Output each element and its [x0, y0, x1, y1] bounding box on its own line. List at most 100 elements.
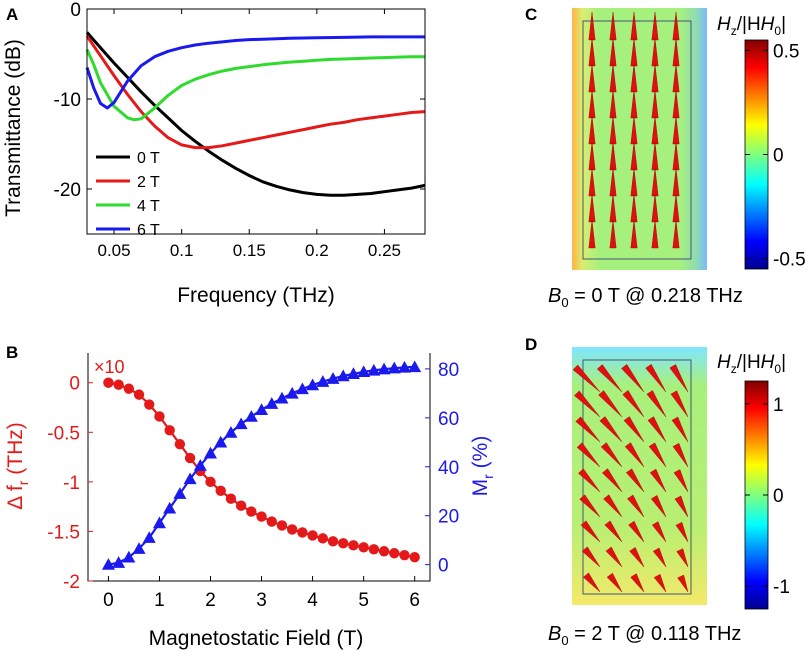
panel-a-ytick-label: 0	[70, 0, 81, 21]
panel-a-legend-label: 4 T	[137, 198, 160, 215]
panel-a-xlabel: Frequency (THz)	[177, 284, 335, 307]
panel-b-dual-axis-chart: 0 1 2 3 4 5 6 -2 -1.5 -1 -0.5 0 0 20 40 60 80 ×10 Magn…	[4, 353, 496, 650]
panel-b-point-circle	[338, 538, 349, 549]
panel-b-point-circle	[215, 485, 226, 496]
panel-a-xtick-label: 0.1	[170, 241, 194, 260]
panel-a-series-line-2	[85, 48, 425, 122]
field-arrow	[669, 364, 689, 393]
field-arrow	[579, 494, 601, 518]
panel-d-colorbar-title: Hz/|HH0|	[717, 352, 786, 376]
field-arrow	[676, 548, 689, 568]
panel-b-point-circle	[144, 399, 155, 410]
panel-b-point-triangle	[357, 365, 371, 378]
panel-d-caption: B0 = 2 T @ 0.118 THz	[548, 623, 741, 648]
field-arrow	[600, 442, 623, 468]
panel-b-point-circle	[286, 524, 298, 535]
field-arrow	[605, 546, 623, 568]
panel-a-xtick-label: 0.2	[305, 241, 329, 260]
panel-a-series-line-0	[85, 31, 426, 197]
field-arrow	[625, 468, 645, 493]
field-arrow	[575, 416, 601, 443]
field-arrow	[603, 494, 623, 518]
panel-a-series-line-1	[85, 35, 426, 150]
panel-b-point-triangle	[183, 472, 197, 485]
panel-b-xlabel: Magnetostatic Field (T)	[149, 627, 364, 650]
panel-label-a: A	[6, 5, 18, 24]
panel-a-ylabel: Transmittance (dB)	[2, 39, 25, 217]
panel-b-point-triangle	[204, 446, 218, 459]
panel-b-ylabel-left: Δ fr (THz)	[4, 422, 31, 510]
panel-b-point-triangle	[377, 362, 391, 375]
field-arrow	[670, 390, 689, 418]
panel-b-point-triangle	[173, 487, 187, 499]
panel-b-point-triangle	[234, 417, 248, 430]
panel-b-point-triangle	[295, 382, 309, 395]
field-arrow	[646, 390, 667, 418]
panel-b-ylabel-right: Mr (%)	[469, 436, 496, 497]
panel-b-point-circle	[368, 544, 380, 555]
field-arrow	[647, 416, 667, 443]
field-arrow	[672, 442, 689, 468]
panel-b-point-triangle	[367, 363, 381, 376]
panel-b-xtick-label: 3	[256, 590, 267, 611]
panel-b-point-circle	[235, 500, 247, 511]
panel-b-point-circle	[327, 536, 339, 547]
panel-b-point-circle	[399, 550, 410, 561]
panel-b-point-circle	[133, 389, 145, 400]
panel-b-point-circle	[174, 439, 186, 450]
panel-b-point-triangle	[214, 435, 228, 448]
field-arrow	[630, 573, 645, 593]
panel-label-c: C	[525, 5, 537, 24]
panel-b-point-triangle	[316, 375, 330, 387]
panel-b-multiplier-note: ×10	[94, 357, 125, 377]
field-arrow	[621, 364, 645, 393]
panel-b-ytick-label-left: 0	[69, 374, 80, 395]
panel-a-axes-box	[86, 8, 426, 235]
panel-d-field-map: 1 0 -1 Hz/|HH0| B0 = 2 T @ 0.118 THz	[548, 347, 790, 648]
field-arrow	[606, 572, 623, 593]
panel-b-point-circle	[276, 520, 288, 531]
panel-b-xtick-label: 1	[154, 590, 165, 611]
field-arrow	[609, 219, 617, 249]
field-arrow	[624, 442, 645, 468]
panel-b-ytick-label-right: 60	[438, 409, 459, 430]
field-arrow	[675, 521, 689, 543]
panel-b-point-triangle	[285, 386, 299, 399]
panel-c-field-map: 0.5 0 -0.5 Hz/|HH0| B0 = 0 T @ 0.218 THz	[548, 8, 806, 310]
colorbar-tick-label: 0	[773, 146, 784, 167]
panel-b-point-circle	[256, 511, 267, 522]
panel-a-xtick-label: 0.15	[233, 241, 266, 260]
colorbar-tick-label: -1	[773, 577, 790, 598]
field-arrow	[629, 547, 645, 568]
field-arrow	[574, 390, 601, 418]
panel-a-ytick-label: -20	[54, 180, 81, 201]
colorbar-tick-label: -0.5	[773, 250, 806, 271]
panel-b-point-triangle	[387, 361, 401, 374]
panel-b-point-circle	[389, 548, 400, 559]
field-arrow	[653, 573, 667, 593]
panel-b-ytick-label-left: -1.5	[47, 522, 80, 543]
panel-b-point-triangle	[193, 459, 207, 471]
panel-b-point-circle	[297, 527, 308, 538]
panel-a-line-chart: 0.05 0.1 0.15 0.2 0.25 -20 -10 0 Frequency (TH…	[2, 0, 426, 307]
panel-b-point-triangle	[132, 542, 146, 554]
panel-b-point-triangle	[224, 426, 238, 438]
panel-label-b: B	[6, 343, 18, 362]
field-arrow	[604, 520, 623, 543]
panel-b-point-circle	[123, 383, 135, 394]
panel-b-point-circle	[307, 530, 318, 541]
panel-b-point-circle	[378, 546, 390, 557]
panel-b-ytick-label-right: 20	[438, 507, 459, 528]
field-arrow	[581, 546, 601, 568]
field-arrow	[572, 364, 601, 393]
panel-b-point-triangle	[336, 369, 350, 382]
panel-b-point-triangle	[101, 558, 115, 570]
field-arrow	[671, 416, 689, 443]
panel-b-point-triangle	[122, 550, 136, 563]
panel-b-ytick-label-right: 80	[438, 360, 459, 381]
field-arrow	[645, 363, 667, 393]
field-arrow	[673, 469, 689, 493]
field-arrow	[599, 416, 623, 443]
field-arrow	[588, 219, 596, 249]
panel-b-ytick-label-left: -1	[63, 473, 80, 494]
